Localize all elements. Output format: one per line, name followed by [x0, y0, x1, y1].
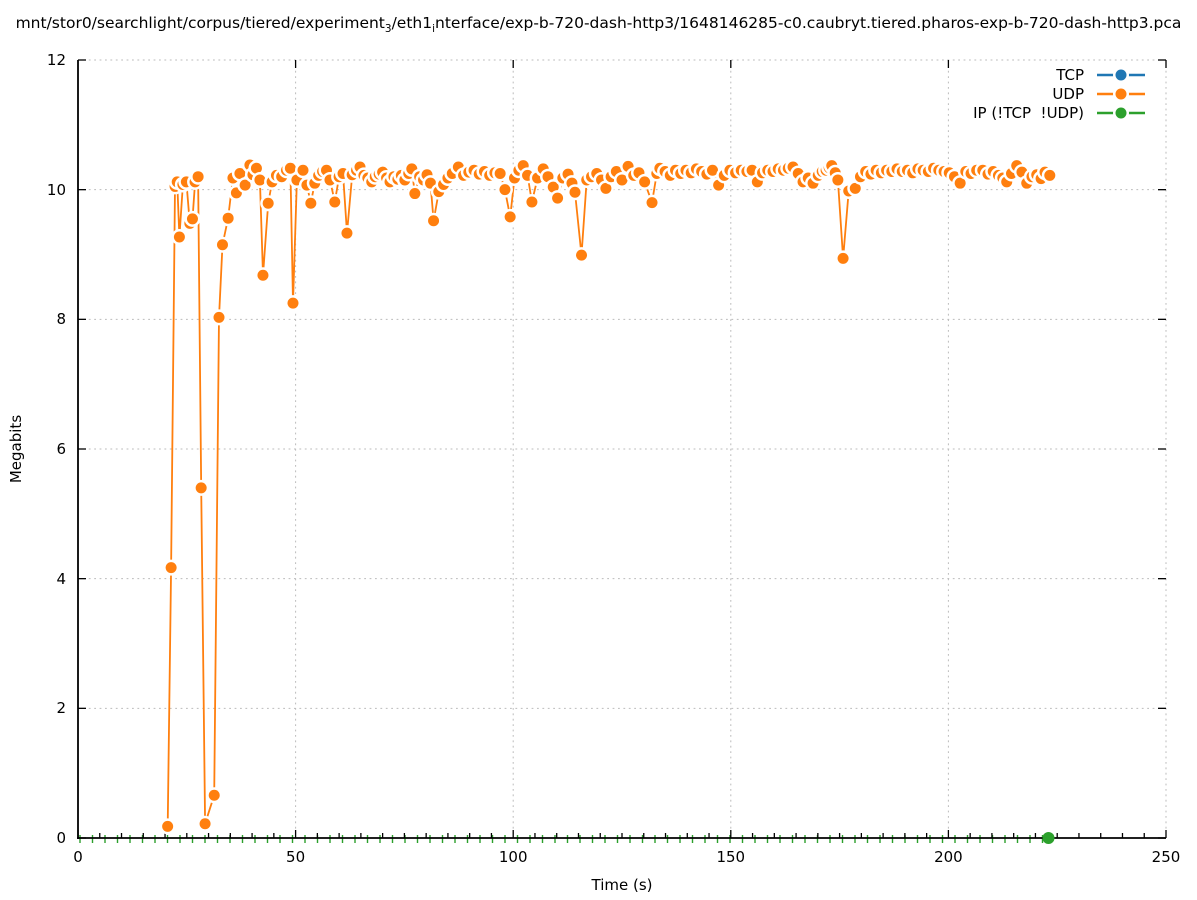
udp-data-point — [234, 167, 246, 179]
title-subscript: i — [432, 22, 436, 35]
legend-item-ip: IP (!TCP !UDP) — [973, 103, 1146, 122]
udp-data-point — [297, 164, 309, 176]
udp-data-point — [600, 182, 612, 194]
udp-data-point — [284, 162, 296, 174]
udp-data-point — [1044, 169, 1056, 181]
y-axis-tick-label: 6 — [56, 440, 66, 458]
udp-data-point — [542, 171, 554, 183]
legend-sample-line-dot-icon — [1097, 104, 1145, 121]
udp-data-point — [216, 239, 228, 251]
udp-data-point — [195, 482, 207, 494]
udp-data-point — [646, 197, 658, 209]
y-axis-tick-label: 8 — [56, 310, 66, 329]
title-subscript: 3 — [384, 22, 392, 35]
legend-item-udp: UDP — [1052, 84, 1146, 103]
udp-data-point — [208, 789, 220, 801]
x-axis-tick-label: 250 — [1151, 848, 1181, 866]
title-text: /eth1 — [391, 14, 433, 32]
legend-label: IP (!TCP !UDP) — [973, 103, 1084, 122]
udp-data-point — [305, 197, 317, 209]
y-axis-tick-label: 10 — [46, 180, 66, 199]
udp-data-point — [199, 818, 211, 830]
udp-data-point — [165, 562, 177, 574]
x-axis-tick-label: 150 — [716, 848, 746, 866]
udp-data-point — [262, 197, 274, 209]
udp-data-point — [409, 188, 421, 200]
title-text: nterface/exp-b-720-dash-http3/1648146285… — [435, 14, 1182, 32]
udp-data-point — [569, 186, 581, 198]
udp-data-point — [832, 174, 844, 186]
udp-data-point — [192, 171, 204, 183]
udp-data-point — [552, 192, 564, 204]
udp-data-point — [499, 184, 511, 196]
udp-data-point — [494, 167, 506, 179]
legend-sample-line-dot-icon — [1097, 66, 1145, 83]
y-axis-tick-label: 2 — [56, 699, 66, 718]
legend-label: TCP — [1056, 65, 1084, 84]
udp-data-point — [213, 311, 225, 323]
udp-data-point — [186, 213, 198, 225]
y-axis-title: Megabits — [7, 414, 25, 484]
legend-sample-line-dot-icon — [1097, 85, 1145, 102]
udp-data-point — [639, 176, 651, 188]
udp-data-point — [954, 177, 966, 189]
y-axis-tick-label: 4 — [56, 569, 66, 588]
udp-data-point — [254, 174, 266, 186]
udp-data-point — [173, 231, 185, 243]
udp-data-point — [341, 227, 353, 239]
udp-data-point — [504, 211, 516, 223]
udp-data-point — [837, 252, 849, 264]
y-axis-tick-label: 0 — [56, 829, 66, 847]
udp-data-point — [616, 174, 628, 186]
legend-label: UDP — [1052, 84, 1084, 103]
udp-data-point — [287, 297, 299, 309]
x-axis-tick-label: 50 — [286, 848, 306, 866]
udp-data-point — [329, 196, 341, 208]
udp-data-point — [257, 269, 269, 281]
udp-data-point — [849, 182, 861, 194]
x-axis-tick-label: 100 — [498, 848, 528, 866]
udp-data-point — [239, 179, 251, 191]
x-axis-tick-label: 200 — [934, 848, 963, 866]
udp-data-point — [222, 212, 234, 224]
y-axis-tick-label: 12 — [46, 51, 66, 69]
legend: TCP UDP IP (!TCP !UDP) — [973, 65, 1146, 122]
udp-data-point — [547, 181, 559, 193]
legend-item-tcp: TCP — [1056, 65, 1146, 84]
x-axis-title: Time (s) — [591, 876, 653, 894]
udp-data-point — [428, 215, 440, 227]
title-text: mnt/stor0/searchlight/corpus/tiered/expe… — [15, 14, 385, 32]
udp-data-point — [526, 196, 538, 208]
udp-data-point — [576, 249, 588, 261]
ip-end-data-point — [1042, 832, 1055, 844]
chart-title: mnt/stor0/searchlight/corpus/tiered/expe… — [15, 14, 1182, 35]
udp-data-point — [707, 164, 719, 176]
x-axis-tick-label: 0 — [73, 848, 83, 866]
udp-data-point — [162, 820, 174, 832]
udp-data-point — [250, 162, 262, 174]
udp-series-line — [166, 164, 1051, 827]
